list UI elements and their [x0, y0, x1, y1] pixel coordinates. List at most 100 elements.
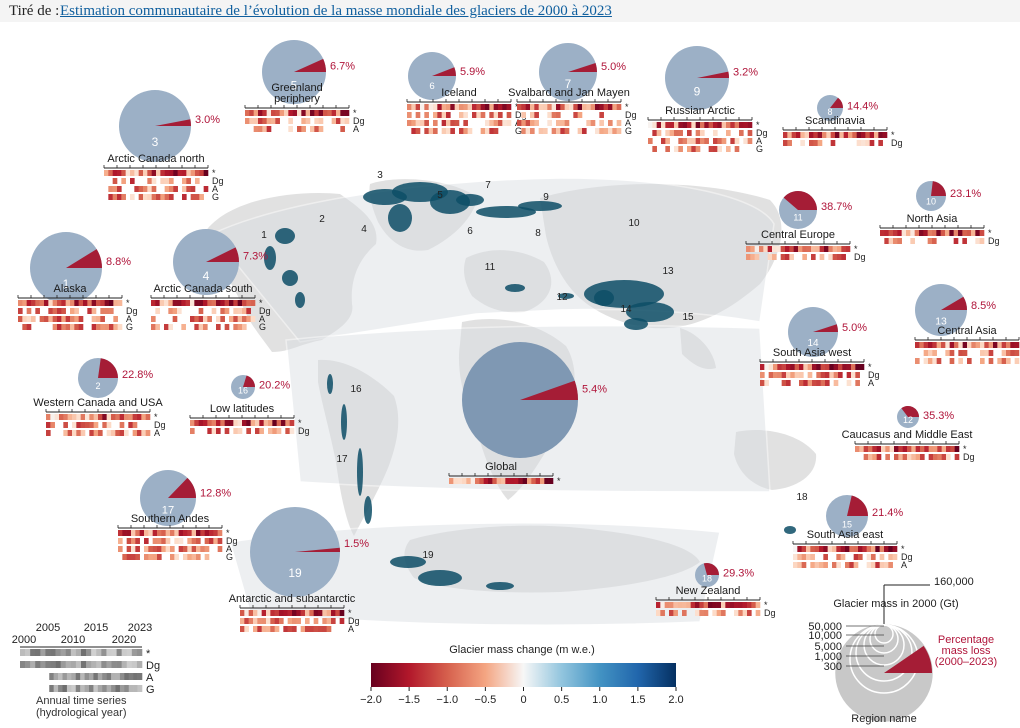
- strip-cell: [699, 610, 704, 616]
- time-strip-cell: [58, 673, 63, 680]
- region-number-19: 19: [422, 550, 434, 561]
- strip-cell: [878, 140, 883, 146]
- strip-cell: [87, 308, 92, 314]
- strip-row-label: Dg: [298, 426, 310, 436]
- strip-cell: [853, 562, 859, 568]
- strip-cell: [168, 308, 173, 314]
- strip-cell: [902, 454, 908, 460]
- strip-cell: [160, 178, 165, 184]
- strip-cell: [551, 112, 557, 118]
- strip-cell: [721, 138, 727, 144]
- strip-cell: [415, 120, 421, 126]
- strip-cell: [76, 430, 81, 436]
- strip-cell: [691, 146, 696, 152]
- strip-row-label: *: [226, 528, 230, 538]
- strip-cell: [117, 194, 122, 200]
- strip-cell: [143, 194, 148, 200]
- strip-cell: [59, 414, 64, 420]
- strip-cell: [61, 308, 66, 314]
- percent-loss-label: 12.8%: [200, 487, 231, 499]
- strip-cell: [793, 562, 798, 568]
- strip-cell: [599, 112, 604, 118]
- strip-cell: [100, 316, 105, 322]
- glacier-patch: [357, 448, 363, 496]
- strip-cell: [829, 372, 834, 378]
- strip-cell: [266, 626, 271, 632]
- strip-cell: [194, 316, 199, 322]
- strip-cell: [828, 254, 833, 260]
- strip-cell: [911, 454, 916, 460]
- strip-cell: [920, 446, 925, 452]
- pie-loss-wedge: [783, 191, 817, 210]
- strip-cell: [652, 130, 657, 136]
- strip-cell: [717, 146, 722, 152]
- strip-cell: [712, 602, 717, 608]
- strip-cell: [971, 230, 976, 236]
- strip-cell: [796, 132, 801, 138]
- region-panel-13: 138.5%Central Asia*DgA: [914, 284, 1020, 364]
- strip-cell: [276, 428, 282, 434]
- strip-cell: [502, 120, 507, 126]
- strip-cell: [211, 300, 217, 306]
- time-strip-cell: [128, 685, 134, 692]
- strip-cell: [841, 254, 846, 260]
- strip-cell: [764, 364, 769, 370]
- strip-cell: [937, 454, 942, 460]
- strip-cell: [691, 122, 696, 128]
- strip-row-label: A: [154, 428, 160, 438]
- strip-cell: [462, 478, 467, 484]
- strip-cell: [599, 120, 604, 126]
- percent-loss-label: 8.5%: [971, 300, 996, 312]
- strip-cell: [813, 132, 818, 138]
- strip-cell: [962, 350, 968, 356]
- strip-cell: [186, 186, 191, 192]
- strip-cell: [26, 300, 32, 306]
- strip-cell: [292, 626, 297, 632]
- strip-row-label: *: [868, 362, 872, 372]
- source-link[interactable]: Estimation communautaire de l’évolution …: [60, 3, 612, 19]
- time-strip-cell: [55, 661, 61, 668]
- strip-cell: [199, 194, 204, 200]
- strip-row-label: *: [212, 168, 216, 178]
- strip-cell: [950, 446, 955, 452]
- time-legend-caption: Annual time series: [36, 695, 127, 707]
- strip-cell: [292, 610, 297, 616]
- strip-cell: [93, 430, 99, 436]
- strip-cell: [152, 538, 158, 544]
- region-number-15: 15: [682, 312, 694, 323]
- strip-cell: [459, 112, 464, 118]
- percent-loss-label: 5.0%: [601, 61, 626, 73]
- strip-cell: [259, 428, 264, 434]
- strip-cell: [340, 118, 345, 124]
- strip-cell: [993, 342, 998, 348]
- strip-row-label: Dg: [868, 370, 880, 380]
- time-strip-cell: [124, 673, 130, 680]
- strip-cell: [446, 120, 451, 126]
- pie-region-number: 19: [288, 566, 302, 580]
- strip-cell: [721, 610, 726, 616]
- strip-cell: [165, 530, 171, 536]
- strip-cell: [687, 138, 692, 144]
- strip-cell: [840, 546, 846, 552]
- strip-cell: [836, 546, 841, 552]
- strip-cell: [169, 194, 174, 200]
- strip-row-label: Dg: [625, 110, 637, 120]
- strip-cell: [18, 316, 23, 322]
- strip-cell: [261, 618, 267, 624]
- strip-cell: [958, 342, 963, 348]
- strip-cell: [313, 618, 319, 624]
- strip-cell: [300, 626, 306, 632]
- strip-cell: [814, 562, 820, 568]
- strip-cell: [172, 300, 178, 306]
- strip-cell: [888, 230, 894, 236]
- strip-cell: [217, 530, 223, 536]
- strip-cell: [253, 610, 258, 616]
- strip-cell: [517, 104, 522, 110]
- strip-cell: [61, 300, 66, 306]
- strip-cell: [242, 308, 247, 314]
- strip-cell: [953, 230, 959, 236]
- strip-cell: [816, 364, 821, 370]
- pie-loss-wedge: [432, 67, 456, 76]
- source-header: Tiré de : Estimation communautaire de l’…: [0, 0, 1020, 23]
- strip-cell: [106, 422, 112, 428]
